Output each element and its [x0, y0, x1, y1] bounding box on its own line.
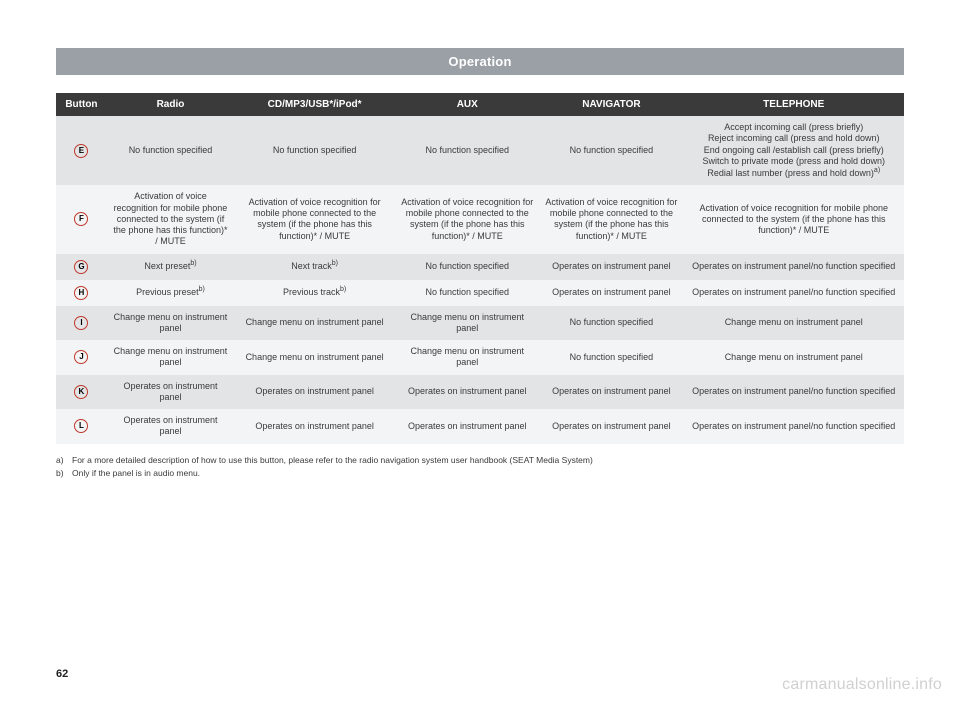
footnotes: a) For a more detailed description of ho… — [56, 454, 904, 481]
page-number: 62 — [56, 668, 68, 680]
cell-nav: Operates on instrument panel — [539, 375, 683, 410]
cell-cd: Change menu on instrument panel — [234, 306, 395, 341]
table-row: K Operates on instrument panel Operates … — [56, 375, 904, 410]
cell-radio: Previous presetb) — [107, 280, 234, 306]
watermark: carmanualsonline.info — [782, 676, 942, 694]
col-aux: AUX — [395, 93, 539, 116]
tel-line: Reject incoming call (press and hold dow… — [708, 133, 880, 143]
footnote-label: a) — [56, 454, 66, 468]
operation-table: Button Radio CD/MP3/USB*/iPod* AUX NAVIG… — [56, 93, 904, 444]
tel-line: Switch to private mode (press and hold d… — [702, 156, 885, 166]
table-row: H Previous presetb) Previous trackb) No … — [56, 280, 904, 306]
tel-line: End ongoing call /establish call (press … — [704, 145, 884, 155]
footnote-item: a) For a more detailed description of ho… — [56, 454, 904, 468]
button-letter-icon: F — [74, 212, 88, 226]
table-row: L Operates on instrument panel Operates … — [56, 409, 904, 444]
cell-radio: Change menu on instrument panel — [107, 340, 234, 375]
footnote-item: b) Only if the panel is in audio menu. — [56, 467, 904, 481]
cell-aux: No function specified — [395, 116, 539, 185]
cell-radio: Next presetb) — [107, 254, 234, 280]
cell-nav: No function specified — [539, 306, 683, 341]
cell-tel: Operates on instrument panel/no function… — [683, 375, 904, 410]
table-row: G Next presetb) Next trackb) No function… — [56, 254, 904, 280]
footnote-ref: a) — [874, 167, 880, 174]
cell-tel: Change menu on instrument panel — [683, 306, 904, 341]
footnote-ref: b) — [332, 260, 338, 267]
table-header: Button Radio CD/MP3/USB*/iPod* AUX NAVIG… — [56, 93, 904, 116]
cell-nav: No function specified — [539, 340, 683, 375]
cell-aux: Activation of voice recognition for mobi… — [395, 185, 539, 253]
page-container: Operation Button Radio CD/MP3/USB*/iPod*… — [0, 0, 960, 708]
cell-radio: Operates on instrument panel — [107, 409, 234, 444]
button-letter-icon: H — [74, 286, 88, 300]
footnote-ref: b) — [190, 260, 196, 267]
col-radio: Radio — [107, 93, 234, 116]
cell-button: J — [56, 340, 107, 375]
cell-cd: Next trackb) — [234, 254, 395, 280]
cell-tel: Accept incoming call (press briefly) Rej… — [683, 116, 904, 185]
cell-button: H — [56, 280, 107, 306]
table-row: F Activation of voice recognition for mo… — [56, 185, 904, 253]
cell-aux: No function specified — [395, 280, 539, 306]
table-row: J Change menu on instrument panel Change… — [56, 340, 904, 375]
cell-button: I — [56, 306, 107, 341]
cell-aux: Operates on instrument panel — [395, 375, 539, 410]
cell-radio: Activation of voice recognition for mobi… — [107, 185, 234, 253]
cell-nav: Activation of voice recognition for mobi… — [539, 185, 683, 253]
cell-nav: Operates on instrument panel — [539, 409, 683, 444]
cell-button: E — [56, 116, 107, 185]
cell-cd: Activation of voice recognition for mobi… — [234, 185, 395, 253]
cell-tel: Operates on instrument panel/no function… — [683, 280, 904, 306]
cell-tel: Operates on instrument panel/no function… — [683, 409, 904, 444]
col-cd: CD/MP3/USB*/iPod* — [234, 93, 395, 116]
col-navigator: NAVIGATOR — [539, 93, 683, 116]
cell-tel: Activation of voice recognition for mobi… — [683, 185, 904, 253]
table-body: E No function specified No function spec… — [56, 116, 904, 444]
cell-button: G — [56, 254, 107, 280]
button-letter-icon: K — [74, 385, 88, 399]
col-telephone: TELEPHONE — [683, 93, 904, 116]
table-row: E No function specified No function spec… — [56, 116, 904, 185]
footnote-ref: b) — [340, 286, 346, 293]
cell-radio: Change menu on instrument panel — [107, 306, 234, 341]
footnote-label: b) — [56, 467, 66, 481]
cell-cd: Previous trackb) — [234, 280, 395, 306]
button-letter-icon: G — [74, 260, 88, 274]
cell-radio: No function specified — [107, 116, 234, 185]
footnote-text: Only if the panel is in audio menu. — [72, 467, 200, 481]
cell-tel: Change menu on instrument panel — [683, 340, 904, 375]
tel-line: Accept incoming call (press briefly) — [724, 122, 863, 132]
button-letter-icon: E — [74, 144, 88, 158]
cell-cd: Operates on instrument panel — [234, 409, 395, 444]
cell-aux: Operates on instrument panel — [395, 409, 539, 444]
cell-button: K — [56, 375, 107, 410]
footnote-text: For a more detailed description of how t… — [72, 454, 593, 468]
button-letter-icon: L — [74, 419, 88, 433]
col-button: Button — [56, 93, 107, 116]
cell-tel: Operates on instrument panel/no function… — [683, 254, 904, 280]
cell-radio: Operates on instrument panel — [107, 375, 234, 410]
cell-aux: Change menu on instrument panel — [395, 306, 539, 341]
cell-cd: Change menu on instrument panel — [234, 340, 395, 375]
footnote-ref: b) — [199, 286, 205, 293]
cell-nav: No function specified — [539, 116, 683, 185]
table-row: I Change menu on instrument panel Change… — [56, 306, 904, 341]
cell-cd: No function specified — [234, 116, 395, 185]
button-letter-icon: I — [74, 316, 88, 330]
cell-button: F — [56, 185, 107, 253]
section-title: Operation — [56, 48, 904, 75]
cell-nav: Operates on instrument panel — [539, 254, 683, 280]
cell-cd: Operates on instrument panel — [234, 375, 395, 410]
cell-aux: No function specified — [395, 254, 539, 280]
button-letter-icon: J — [74, 350, 88, 364]
cell-button: L — [56, 409, 107, 444]
cell-nav: Operates on instrument panel — [539, 280, 683, 306]
cell-aux: Change menu on instrument panel — [395, 340, 539, 375]
tel-line: Redial last number (press and hold down) — [707, 168, 874, 178]
